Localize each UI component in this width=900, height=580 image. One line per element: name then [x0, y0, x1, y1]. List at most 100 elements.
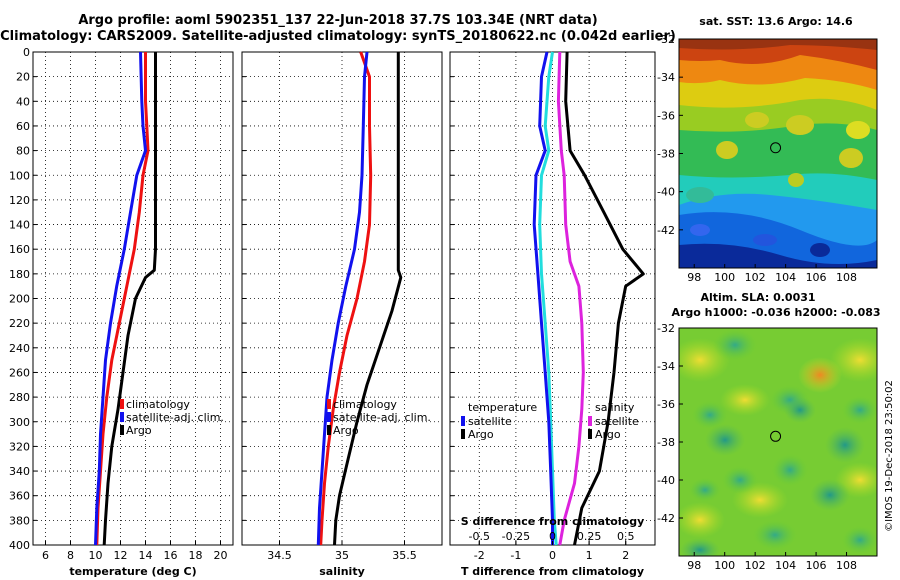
- map-x-tick-label: 104: [775, 559, 796, 572]
- map-y-tick-label: -40: [657, 474, 675, 487]
- legend-title-salinity: salinity: [595, 401, 635, 414]
- top-axis-tick-label: 0.25: [577, 530, 602, 543]
- y-tick-label: 120: [9, 194, 30, 207]
- sla-map: Altim. SLA: 0.0031 Argo h1000: -0.036 h2…: [657, 291, 881, 572]
- sst-map-title: sat. SST: 13.6 Argo: 14.6: [699, 15, 853, 28]
- y-tick-label: 280: [9, 391, 30, 404]
- title-line-2: Climatology: CARS2009. Satellite-adjuste…: [0, 29, 676, 44]
- y-tick-label: 240: [9, 342, 30, 355]
- top-axis-tick-label: 0.5: [617, 530, 635, 543]
- map-y-tick-label: -38: [657, 148, 675, 161]
- difference-panel: -2 -1 0 1 2 T difference from climatology temp…: [449, 51, 656, 578]
- map-x-tick-label: 100: [714, 559, 735, 572]
- top-axis-tick-label: 0: [549, 530, 556, 543]
- legend-label: Argo: [468, 428, 494, 441]
- y-tick-label: 320: [9, 440, 30, 453]
- x-tick-label: 34.5: [267, 549, 292, 562]
- y-tick-label: 80: [16, 145, 30, 158]
- map-y-tick-label: -34: [657, 71, 675, 84]
- map-x-tick-label: 102: [745, 559, 766, 572]
- x-tick-label: 35: [335, 549, 349, 562]
- map-x-tick-label: 102: [745, 271, 766, 284]
- legend-swatch: [120, 412, 124, 422]
- series-line-satellite-adj-clim-: [316, 51, 369, 546]
- map-x-tick-label: 106: [806, 559, 827, 572]
- y-tick-label: 40: [16, 95, 30, 108]
- legend-swatch: [120, 399, 124, 409]
- y-tick-label: 160: [9, 243, 30, 256]
- series-line-t-argo: [532, 51, 554, 545]
- map-y-tick-label: -34: [657, 360, 675, 373]
- y-tick-label: 200: [9, 293, 30, 306]
- legend-swatch: [461, 416, 465, 426]
- map-x-tick-label: 98: [687, 559, 701, 572]
- x-tick-label: 18: [189, 549, 203, 562]
- series-line-t-satellite: [538, 51, 558, 546]
- legend-label: satellite: [468, 415, 512, 428]
- legend-label: Argo: [126, 424, 152, 437]
- y-tick-label: 340: [9, 465, 30, 478]
- y-tick-label: 0: [23, 46, 30, 59]
- float-marker-sst: [770, 142, 782, 154]
- x-tick-label: 6: [42, 549, 49, 562]
- map-x-tick-label: 106: [806, 271, 827, 284]
- series-line-climatology: [95, 52, 150, 546]
- x-tick-label: 2: [622, 549, 629, 562]
- legend-swatch: [588, 429, 592, 439]
- map-x-tick-label: 98: [687, 271, 701, 284]
- series-line-s-argo: [564, 51, 645, 546]
- map-x-tick-label: 104: [775, 271, 796, 284]
- legend-label: satellite: [595, 415, 639, 428]
- legend-swatch: [588, 416, 592, 426]
- x-tick-label: 0: [549, 549, 556, 562]
- top-axis-tick-label: -0.5: [469, 530, 490, 543]
- map-x-tick-label: 100: [714, 271, 735, 284]
- top-axis-tick-label: -0.25: [502, 530, 530, 543]
- y-tick-label: 380: [9, 514, 30, 527]
- salinity-panel: 34.5 35 35.5 salinity climatologysatellite-a…: [241, 51, 443, 578]
- x-axis-label: temperature (deg C): [69, 565, 196, 578]
- legend-swatch: [461, 429, 465, 439]
- y-tick-label: 220: [9, 317, 30, 330]
- map-y-tick-label: -38: [657, 436, 675, 449]
- float-marker-sla: [770, 430, 782, 442]
- series-line-satellite-adj-clim-: [94, 51, 147, 546]
- sla-map-title: Altim. SLA: 0.0031: [700, 291, 815, 304]
- x-tick-label: -1: [510, 549, 521, 562]
- plot-frame: [32, 51, 234, 546]
- series-line-argo: [102, 52, 157, 546]
- map-y-tick-label: -42: [657, 512, 675, 525]
- y-tick-label: 60: [16, 120, 30, 133]
- x-tick-label: 8: [67, 549, 74, 562]
- map-y-tick-label: -40: [657, 186, 675, 199]
- x-tick-label: 12: [114, 549, 128, 562]
- sla-map-subtitle: Argo h1000: -0.036 h2000: -0.083: [671, 306, 880, 319]
- legend-swatch: [327, 425, 331, 435]
- x-tick-label: 35.5: [392, 549, 417, 562]
- temperature-panel: 6 8 10 12 14 16 18 2002040608010012014016018020…: [9, 46, 234, 578]
- map-y-tick-label: -42: [657, 224, 675, 237]
- legend-label: satellite-adj. clim.: [333, 411, 431, 424]
- map-x-tick-label: 108: [836, 271, 857, 284]
- sst-heatmap: [679, 39, 877, 268]
- legend-label: Argo: [595, 428, 621, 441]
- map-y-tick-label: -36: [657, 398, 675, 411]
- x-tick-label: 16: [164, 549, 178, 562]
- legend-label: climatology: [126, 398, 190, 411]
- map-x-tick-label: 108: [836, 559, 857, 572]
- y-tick-label: 260: [9, 366, 30, 379]
- sst-map: sat. SST: 13.6 Argo: 14.6: [657, 15, 878, 284]
- y-tick-label: 360: [9, 490, 30, 503]
- legend-label: climatology: [333, 398, 397, 411]
- series-line-s-satellite: [556, 51, 585, 546]
- legend-title-temperature: temperature: [468, 401, 537, 414]
- y-tick-label: 180: [9, 268, 30, 281]
- x-axis-label: salinity: [319, 565, 365, 578]
- y-tick-label: 20: [16, 71, 30, 84]
- legend-label: Argo: [333, 424, 359, 437]
- title-line-1: Argo profile: aoml 5902351_137 22-Jun-20…: [78, 13, 597, 28]
- legend-swatch: [120, 425, 124, 435]
- top-axis-label: S difference from climatology: [461, 515, 645, 528]
- x-axis-label: T difference from climatology: [461, 565, 644, 578]
